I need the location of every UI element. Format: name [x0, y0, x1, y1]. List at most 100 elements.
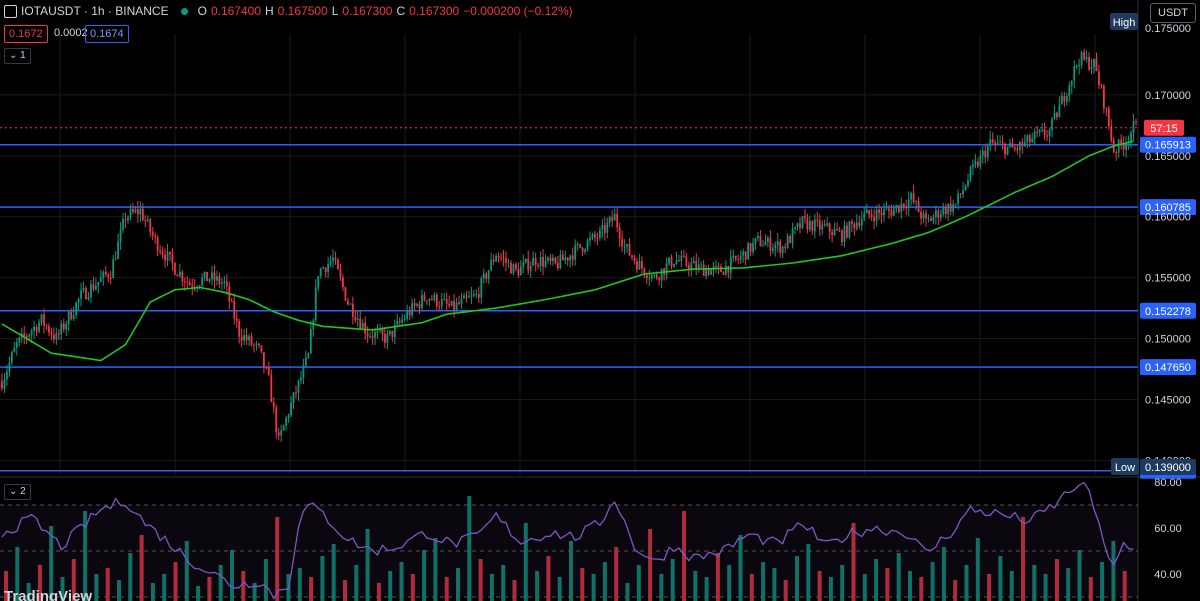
candle-body [828, 223, 831, 232]
candle-body [381, 329, 384, 334]
candle-body [806, 218, 809, 230]
candle-body [616, 213, 619, 228]
candle-body [262, 352, 265, 368]
buy-price-button[interactable]: 0.1674 [85, 25, 129, 43]
candle-body [912, 193, 915, 203]
candle-body [925, 213, 927, 219]
volume-bar [896, 553, 901, 601]
candle-body [1056, 112, 1058, 118]
candle-body [443, 299, 446, 301]
candle-body [297, 380, 300, 393]
candle-body [989, 139, 992, 146]
pane2-collapse-toggle[interactable]: ⌄ 2 [4, 484, 31, 500]
candle-body [470, 295, 473, 297]
candle-body [705, 269, 708, 276]
candle-body [885, 208, 888, 210]
candle-body [354, 316, 357, 321]
volume-bar [908, 571, 912, 601]
candle-body [544, 260, 547, 267]
candle-body [811, 221, 814, 232]
level-label-bg [1140, 302, 1196, 319]
volume-bar [806, 544, 811, 601]
candle-body [1006, 146, 1009, 155]
candle-body [566, 257, 569, 261]
candle-body [144, 220, 147, 222]
candle-body [220, 282, 223, 284]
symbol-title[interactable]: IOTAUSDT · 1h · BINANCE [21, 4, 169, 18]
candle-body [789, 236, 792, 243]
candle-body [1063, 95, 1066, 102]
volume-bar [862, 574, 867, 601]
volume-bar [602, 562, 607, 601]
volume-bar [535, 571, 540, 601]
candle-body [265, 367, 268, 369]
currency-button[interactable]: USDT [1150, 3, 1196, 23]
candle-body [542, 256, 544, 267]
candle-body [1073, 66, 1076, 81]
candle-body [164, 255, 166, 261]
candle-body [450, 300, 453, 306]
candle-body [910, 193, 913, 200]
candle-body [1053, 112, 1056, 119]
volume-bar [83, 511, 88, 601]
volume-bar [230, 550, 234, 601]
volume-bar [591, 574, 596, 601]
volume-bar [828, 577, 833, 601]
candle-body [784, 246, 787, 248]
candle-body [1, 381, 3, 389]
candle-body [287, 415, 290, 418]
candle-body [109, 277, 112, 279]
horizontal-levels[interactable] [0, 127, 1138, 472]
candle-body [715, 265, 717, 267]
candle-body [30, 331, 33, 335]
price-axis[interactable]: 0.1659130.1607850.1522780.1476500.139144… [1110, 13, 1196, 581]
volume-bar [388, 571, 393, 601]
candle-body [1078, 64, 1081, 67]
candle-body [129, 209, 132, 218]
candle-body [398, 321, 401, 323]
candle-body [275, 407, 278, 433]
candle-body [416, 304, 418, 306]
candle-body [539, 256, 542, 267]
candle-body [1004, 143, 1006, 155]
volume-bar [636, 565, 641, 601]
candle-body [1031, 138, 1034, 143]
candle-body [986, 145, 989, 158]
candle-body [655, 274, 658, 279]
volume-bar [704, 577, 709, 601]
sell-price-button[interactable]: 0.1672 [4, 25, 48, 43]
candle-body [514, 264, 517, 270]
volume-bar [15, 547, 20, 601]
candle-body [272, 402, 275, 408]
candle-body [1088, 57, 1090, 70]
candle-body [969, 167, 972, 181]
candle-body [685, 256, 688, 266]
candle-body [90, 284, 92, 298]
candle-body [18, 337, 21, 342]
candle-body [317, 275, 320, 288]
candle-body [1110, 125, 1113, 141]
candle-body [598, 229, 601, 238]
volume-bar [422, 550, 427, 601]
volume-bar [1021, 517, 1025, 601]
volume-bar [218, 565, 223, 601]
candle-body [729, 257, 732, 273]
candle-body [613, 213, 616, 221]
candle-body [3, 379, 6, 389]
candle-body [235, 318, 238, 321]
candle-body [636, 261, 638, 270]
candle-body [934, 210, 937, 217]
candle-body [962, 190, 964, 195]
volume-bar [772, 568, 777, 601]
candle-body [1095, 58, 1098, 72]
candle-body [759, 235, 762, 247]
candle-body [408, 311, 411, 316]
candle-body [853, 223, 856, 229]
candle-body [915, 201, 918, 203]
candle-body [472, 294, 475, 296]
candle-body [808, 221, 811, 230]
pane1-collapse-toggle[interactable]: ⌄ 1 [4, 48, 31, 64]
candle-body [838, 230, 841, 232]
candle-body [791, 228, 794, 243]
